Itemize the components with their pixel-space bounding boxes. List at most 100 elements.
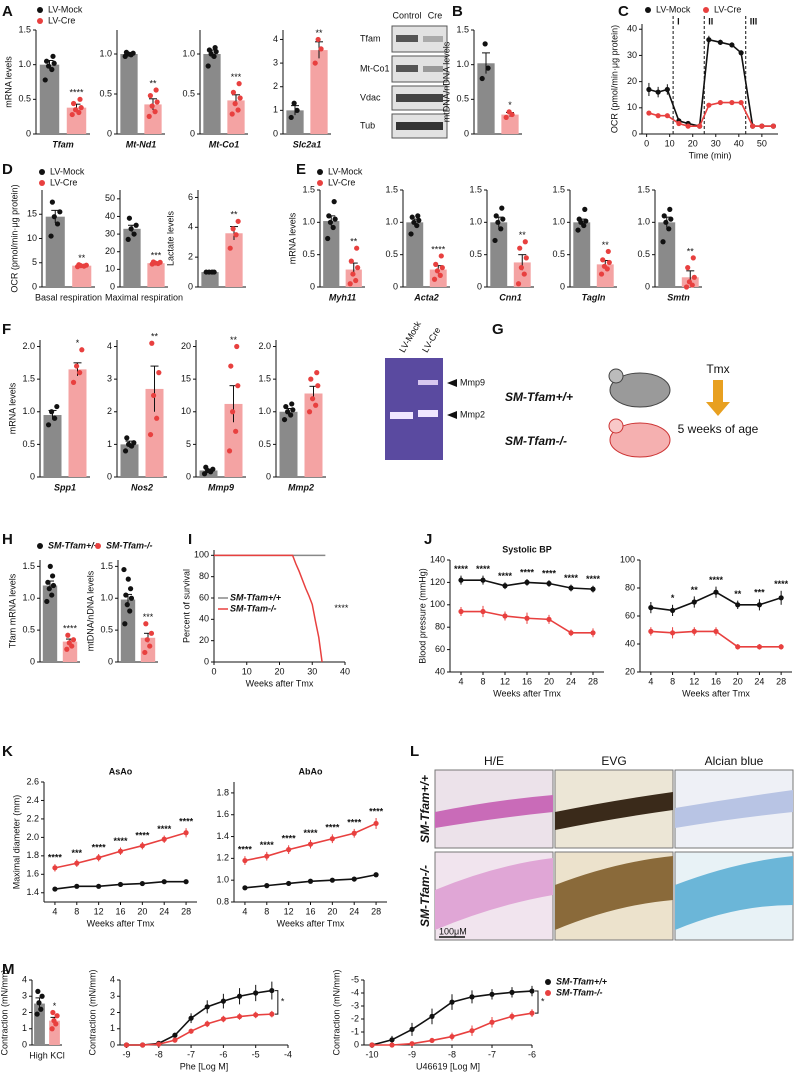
panel-letter: G xyxy=(492,321,504,338)
bar xyxy=(406,222,424,287)
marker xyxy=(717,39,723,45)
significance: ** xyxy=(78,253,86,263)
y-tick-label: 1.0 xyxy=(182,48,195,58)
genotype: SM-Tfam+/+ xyxy=(505,390,573,404)
y-axis-label: Maximal diameter (mm) xyxy=(11,795,21,890)
x-tick-label: 8 xyxy=(480,676,485,686)
data-point xyxy=(133,222,139,228)
marker xyxy=(264,883,270,889)
data-point xyxy=(154,415,160,421)
data-point xyxy=(147,431,154,438)
genotype: SM-Tfam-/- xyxy=(505,434,567,448)
y-tick-label: 1.5 xyxy=(22,374,35,384)
significance: ** xyxy=(230,210,238,220)
panel-letter: M xyxy=(2,961,15,978)
blot-band xyxy=(396,35,418,42)
marker xyxy=(706,37,712,43)
data-point xyxy=(318,46,324,52)
y-tick-label: 0 xyxy=(273,128,278,138)
y-tick-label: 1.0 xyxy=(637,217,650,227)
marker xyxy=(524,579,530,586)
data-point xyxy=(43,58,50,64)
data-point xyxy=(331,199,337,205)
data-point xyxy=(290,407,296,413)
data-point xyxy=(691,274,697,280)
y-tick-label: 1.0 xyxy=(552,217,565,227)
x-tick-label: 4 xyxy=(52,906,57,916)
marker xyxy=(646,110,652,116)
x-axis-label: Tagln xyxy=(582,292,606,302)
scale-bar-label: 100μM xyxy=(439,926,467,936)
significance: * xyxy=(541,996,545,1006)
y-tick-label: -3 xyxy=(351,1000,359,1010)
y-tick-label: 1.5 xyxy=(637,184,650,194)
x-tick-label: 50 xyxy=(757,138,767,148)
x-axis-label: Weeks after Tmx xyxy=(682,688,750,698)
marker xyxy=(139,880,145,887)
y-tick-label: 1.4 xyxy=(216,831,229,841)
bar xyxy=(429,269,447,287)
significance: **** xyxy=(303,828,318,838)
data-point xyxy=(50,582,57,589)
y-tick-label: 0 xyxy=(560,281,565,291)
y-tick-label: 1.0 xyxy=(99,48,112,58)
y-tick-label: 1 xyxy=(107,439,112,449)
data-point xyxy=(34,1011,40,1017)
data-point xyxy=(233,428,239,434)
marker xyxy=(389,1042,395,1048)
x-axis-label: Basal respiration xyxy=(35,292,102,302)
x-axis-label: Weeks after Tmx xyxy=(277,918,345,928)
x-tick-label: -7 xyxy=(488,1049,496,1059)
marker xyxy=(756,602,763,608)
marker xyxy=(409,1026,415,1032)
data-point xyxy=(521,271,527,277)
data-point xyxy=(64,646,70,652)
bar xyxy=(49,1020,60,1045)
series-line xyxy=(126,1013,272,1046)
y-tick-label: 0 xyxy=(393,281,398,291)
data-point xyxy=(51,60,57,66)
panel-letter: J xyxy=(424,531,432,548)
data-point xyxy=(131,440,137,446)
mouse-icon xyxy=(609,372,671,408)
marker xyxy=(590,630,596,636)
x-tick-label: 4 xyxy=(458,676,463,686)
data-point xyxy=(685,265,691,271)
blot-protein: Tub xyxy=(360,120,375,130)
x-tick-label: 8 xyxy=(74,906,79,916)
data-point xyxy=(153,87,159,93)
data-point xyxy=(234,343,240,350)
significance: **** xyxy=(347,817,362,827)
data-point xyxy=(416,217,422,223)
y-tick-label: 0 xyxy=(110,1039,115,1049)
x-tick-label: -6 xyxy=(528,1049,536,1059)
significance: **** xyxy=(135,830,150,840)
data-point xyxy=(124,602,130,608)
marker xyxy=(756,644,763,650)
marker xyxy=(373,872,379,878)
y-tick-label: 0 xyxy=(266,471,271,481)
legend-swatch xyxy=(95,543,101,549)
mouse-ear xyxy=(608,368,624,384)
panel-letter: F xyxy=(2,321,11,338)
data-point xyxy=(70,379,77,386)
panel-letter: K xyxy=(2,743,13,760)
x-axis-label: Smtn xyxy=(667,292,690,302)
legend-label: SM-Tfam-/- xyxy=(556,987,603,997)
significance: * xyxy=(671,593,675,603)
arrow xyxy=(706,380,730,416)
marker xyxy=(96,855,102,861)
x-axis-label: Mt-Nd1 xyxy=(126,139,157,149)
x-tick-label: 0 xyxy=(644,138,649,148)
chart-title: AsAo xyxy=(109,766,133,776)
marker xyxy=(691,628,697,635)
significance: ** xyxy=(691,585,699,595)
legend-label: LV-Cre xyxy=(50,177,77,187)
data-point xyxy=(128,595,135,601)
marker xyxy=(655,89,661,95)
legend-swatch xyxy=(39,180,45,186)
data-point xyxy=(45,579,51,585)
data-point xyxy=(212,45,218,51)
data-point xyxy=(49,573,56,579)
